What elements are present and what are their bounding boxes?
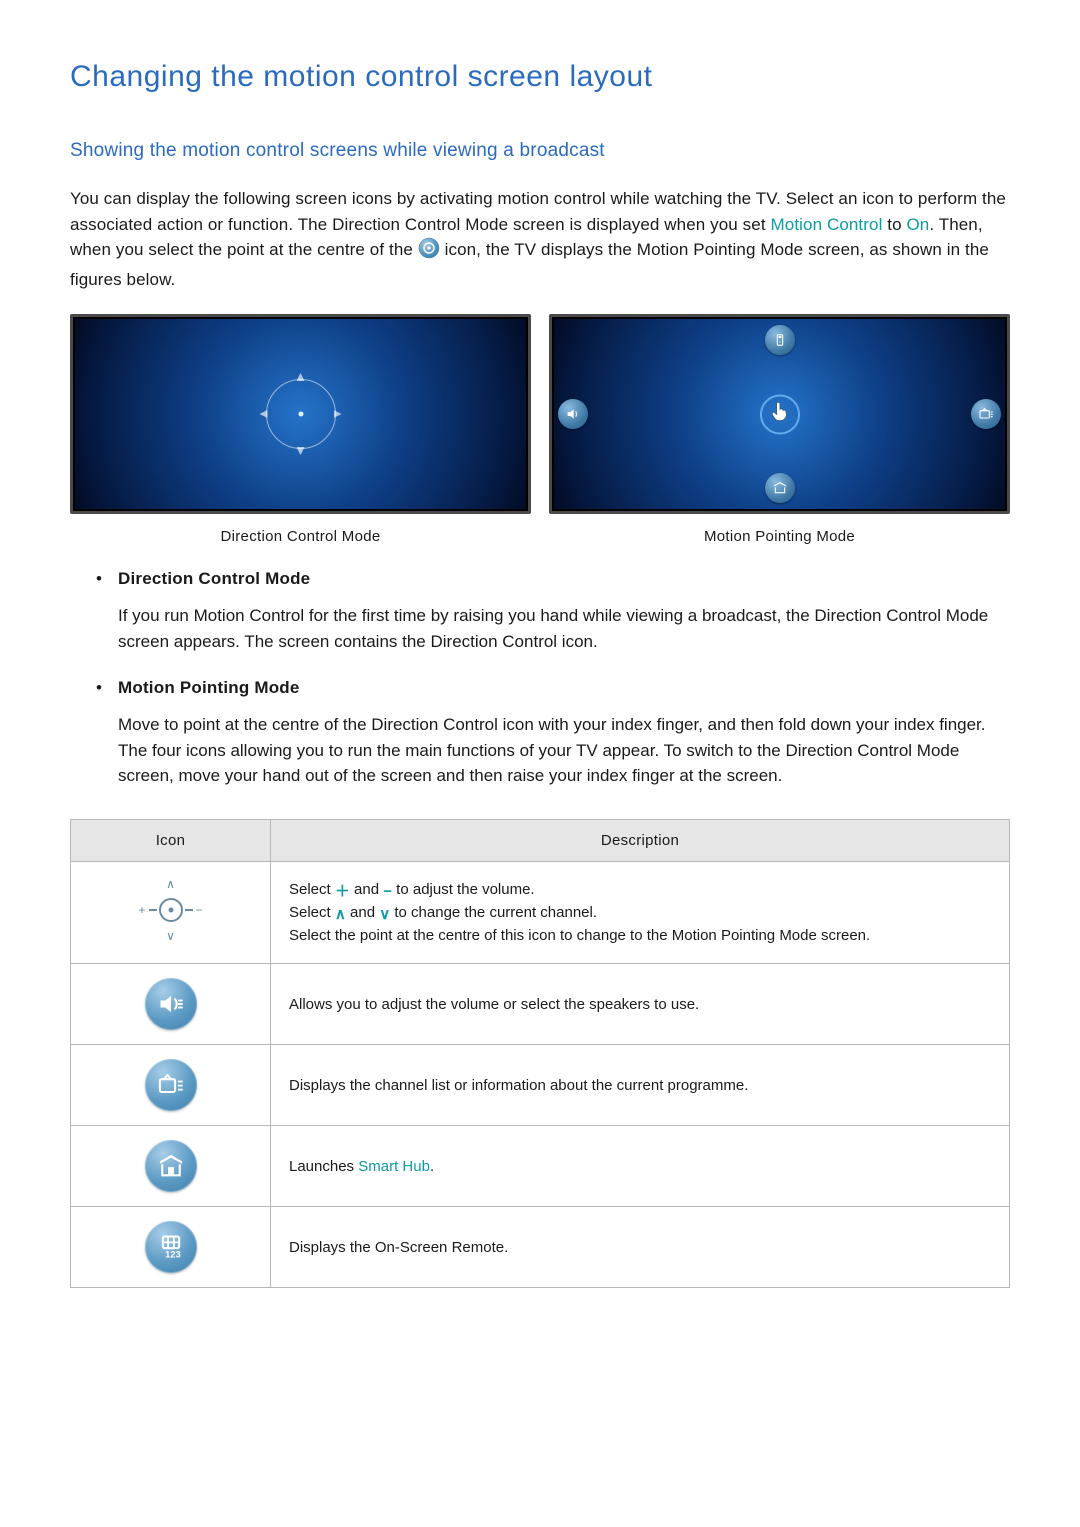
- on-link[interactable]: On: [906, 215, 929, 234]
- mode-item-motion-pointing: Motion Pointing Mode Move to point at th…: [70, 678, 1010, 789]
- figure-motion-pointing: Motion Pointing Mode: [549, 314, 1010, 545]
- volume-speaker-icon: [145, 978, 197, 1030]
- section-subheading: Showing the motion control screens while…: [70, 140, 1010, 162]
- channel-list-icon: [145, 1059, 197, 1111]
- desc-text: .: [430, 1158, 434, 1175]
- description-cell: Select ＋ and − to adjust the volume. Sel…: [271, 861, 1010, 964]
- channel-icon: [971, 399, 1001, 429]
- table-row: Allows you to adjust the volume or selec…: [71, 964, 1010, 1045]
- figure-direction-control: Direction Control Mode: [70, 314, 531, 545]
- centre-point-icon: [418, 237, 440, 267]
- table-header-icon: Icon: [71, 819, 271, 861]
- figure-caption: Motion Pointing Mode: [549, 528, 1010, 545]
- hand-cursor-icon: [766, 398, 794, 431]
- direction-dial-icon: [266, 379, 336, 449]
- description-cell: Displays the On-Screen Remote.: [271, 1207, 1010, 1288]
- mode-item-body: If you run Motion Control for the first …: [118, 603, 1010, 654]
- icon-cell: [71, 1126, 271, 1207]
- tv-screen-motion-pointing: [554, 319, 1005, 509]
- desc-text: and: [346, 904, 379, 921]
- tv-frame: [70, 314, 531, 514]
- desc-text: Launches: [289, 1158, 358, 1175]
- volume-icon: [558, 399, 588, 429]
- desc-text: Select: [289, 904, 335, 921]
- icon-cell: [71, 1045, 271, 1126]
- description-cell: Launches Smart Hub.: [271, 1126, 1010, 1207]
- mode-item-body: Move to point at the centre of the Direc…: [118, 712, 1010, 789]
- desc-text: to change the current channel.: [390, 904, 597, 921]
- icon-cell: ∧∨ +−: [71, 861, 271, 964]
- figures-row: Direction Control Mode: [70, 314, 1010, 545]
- up-symbol: ∧: [335, 907, 346, 922]
- down-symbol: ∨: [379, 907, 390, 922]
- minus-symbol: −: [383, 884, 392, 899]
- table-row: 123 Displays the On-Screen Remote.: [71, 1207, 1010, 1288]
- mode-item-direction-control: Direction Control Mode If you run Motion…: [70, 569, 1010, 654]
- intro-text-2: to: [882, 215, 906, 234]
- tv-screen-direction-control: [75, 319, 526, 509]
- page-title: Changing the motion control screen layou…: [70, 60, 1010, 94]
- table-row: ∧∨ +− Select ＋ and − to adjust the volum…: [71, 861, 1010, 964]
- onscreen-remote-icon: 123: [145, 1221, 197, 1273]
- intro-paragraph: You can display the following screen ico…: [70, 186, 1010, 292]
- svg-text:123: 123: [165, 1250, 181, 1260]
- table-row: Launches Smart Hub.: [71, 1126, 1010, 1207]
- description-cell: Displays the channel list or information…: [271, 1045, 1010, 1126]
- table-row: Displays the channel list or information…: [71, 1045, 1010, 1126]
- mode-item-title: Motion Pointing Mode: [118, 678, 1010, 698]
- icon-cell: 123: [71, 1207, 271, 1288]
- icon-description-table: Icon Description ∧∨ +− Select ＋ and − to…: [70, 819, 1010, 1289]
- desc-text: to adjust the volume.: [392, 881, 535, 898]
- direction-pad-icon: ∧∨ +−: [139, 878, 203, 942]
- desc-text: and: [350, 881, 383, 898]
- remote-icon: [765, 325, 795, 355]
- table-header-description: Description: [271, 819, 1010, 861]
- figure-caption: Direction Control Mode: [70, 528, 531, 545]
- description-cell: Allows you to adjust the volume or selec…: [271, 964, 1010, 1045]
- plus-symbol: ＋: [335, 884, 350, 899]
- icon-cell: [71, 964, 271, 1045]
- smart-hub-link[interactable]: Smart Hub: [358, 1158, 430, 1175]
- mode-list: Direction Control Mode If you run Motion…: [70, 569, 1010, 789]
- smart-hub-icon: [145, 1140, 197, 1192]
- tv-frame: [549, 314, 1010, 514]
- desc-text: Select the point at the centre of this i…: [289, 927, 870, 944]
- smart-hub-small-icon: [765, 473, 795, 503]
- desc-text: Select: [289, 881, 335, 898]
- motion-control-link[interactable]: Motion Control: [771, 215, 883, 234]
- mode-item-title: Direction Control Mode: [118, 569, 1010, 589]
